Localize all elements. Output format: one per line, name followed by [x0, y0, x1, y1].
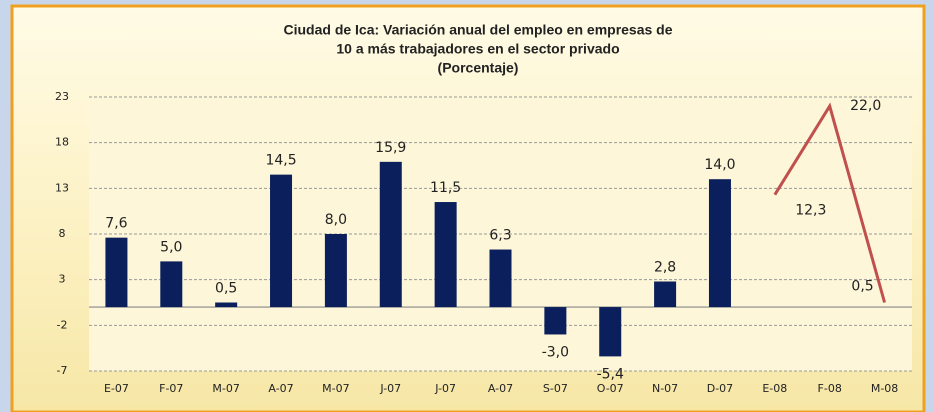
value-label: 15,9: [375, 140, 406, 156]
value-label: 6,3: [489, 228, 511, 244]
value-label: 0,5: [215, 281, 237, 297]
bar: [489, 249, 512, 308]
x-tick-label: J-07: [379, 382, 401, 395]
line: [773, 102, 887, 303]
x-tick-label: E-07: [104, 382, 129, 395]
value-label: 11,5: [430, 180, 461, 196]
value-label: 7,6: [105, 216, 127, 232]
y-tick-label: 13: [55, 181, 69, 194]
chart-title: (Porcentaje): [438, 60, 519, 76]
bar: [324, 234, 347, 308]
value-label: -5,4: [597, 366, 624, 382]
bar: [270, 174, 293, 308]
bar: [379, 161, 402, 308]
y-tick-label: -2: [57, 318, 68, 331]
y-tick-label: 23: [55, 90, 69, 103]
value-label: 8,0: [325, 212, 347, 228]
x-tick-label: O-07: [597, 382, 624, 395]
x-tick-label: D-07: [707, 382, 733, 395]
chart-title: Ciudad de Ica: Variación anual del emple…: [283, 22, 672, 38]
y-tick-label: 18: [55, 136, 69, 149]
chart-title: 10 a más trabajadores en el sector priva…: [336, 41, 619, 57]
value-label: -3,0: [542, 344, 569, 360]
bar: [215, 302, 238, 308]
value-label: 14,0: [704, 157, 735, 173]
x-tick-label: M-08: [871, 382, 898, 395]
y-tick-label: 3: [59, 273, 66, 286]
y-tick-label: -7: [57, 364, 68, 377]
x-tick-label: N-07: [652, 382, 678, 395]
x-tick-label: J-07: [434, 382, 456, 395]
x-tick-label: F-07: [159, 382, 183, 395]
value-label: 12,3: [795, 203, 826, 219]
bar: [599, 307, 622, 357]
bar: [544, 307, 567, 335]
bar: [654, 281, 677, 308]
x-tick-label: A-07: [268, 382, 293, 395]
x-tick-label: A-07: [488, 382, 513, 395]
value-label: 5,0: [160, 239, 182, 255]
bar: [434, 202, 457, 308]
value-label: 0,5: [851, 279, 873, 295]
y-tick-label: 8: [59, 227, 66, 240]
value-label: 22,0: [850, 98, 881, 114]
x-tick-label: F-08: [818, 382, 842, 395]
value-label: 2,8: [654, 259, 676, 275]
bar: [105, 237, 128, 308]
bar: [160, 261, 183, 308]
x-tick-label: E-08: [762, 382, 787, 395]
x-tick-label: M-07: [212, 382, 239, 395]
value-label: 14,5: [265, 153, 296, 169]
x-tick-label: S-07: [543, 382, 568, 395]
bar: [708, 179, 731, 308]
x-tick-label: M-07: [322, 382, 349, 395]
